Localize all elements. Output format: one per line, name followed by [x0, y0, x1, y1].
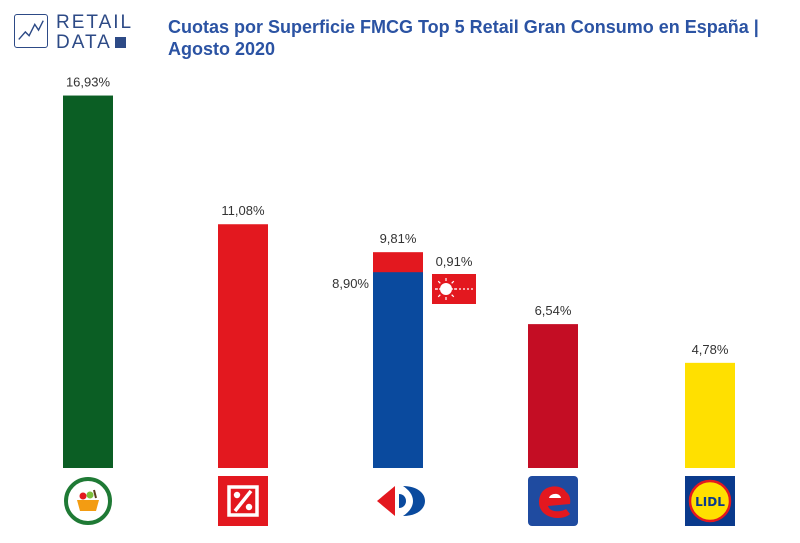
bar-value-label-3: 6,54% [535, 303, 572, 318]
eroski-logo [528, 476, 578, 526]
bar-4 [685, 362, 735, 468]
dia-logo [218, 476, 268, 526]
brand-name-line1: RETAIL [56, 12, 134, 33]
side-bar-2-sun-ray-3 [437, 294, 441, 298]
side-bar-2-sun-ray-5 [437, 280, 441, 284]
side-bar-2-sun-ray-1 [451, 294, 455, 298]
bar-1 [218, 224, 268, 468]
side-bar-value-label-2: 0,91% [436, 254, 473, 269]
bar-0 [63, 95, 113, 468]
carrefour-logo [373, 476, 425, 526]
brand-square-icon [114, 37, 126, 48]
mercadona-logo [63, 476, 113, 526]
bar-2-segment-0 [373, 272, 423, 468]
bar-value-label-1: 11,08% [221, 203, 265, 218]
trend-chart-icon [14, 14, 48, 48]
bar-value-label-0: 16,93% [66, 75, 111, 90]
bar-2-segment-label-0: 8,90% [332, 276, 369, 291]
side-bar-2-sun-ray-7 [451, 280, 455, 284]
retaildata-logo: RETAIL DATA [14, 12, 144, 52]
brand-name-line2-wrap: DATA [56, 33, 126, 52]
bar-3 [528, 324, 578, 468]
svg-text:LIDL: LIDL [695, 495, 725, 509]
lidl-logo: LIDL [685, 476, 735, 526]
bar-value-label-4: 4,78% [692, 342, 729, 357]
bar-value-label-2: 9,81% [380, 231, 417, 246]
brand-name-line2: DATA [56, 32, 112, 53]
chart-title: Cuotas por Superficie FMCG Top 5 Retail … [168, 17, 759, 59]
side-bar-2-sun-icon [440, 283, 452, 295]
